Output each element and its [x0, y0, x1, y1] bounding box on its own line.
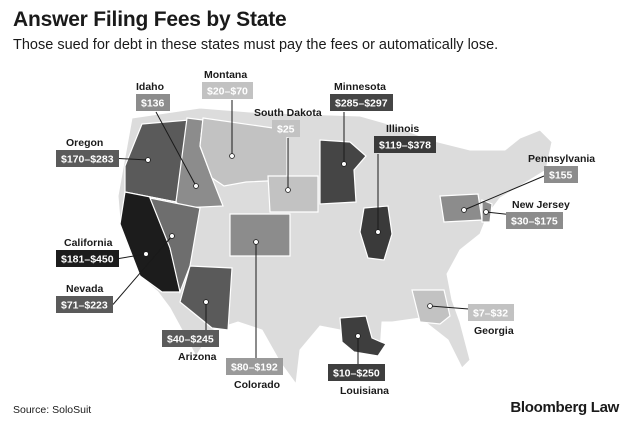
south-dakota-fee-badge	[272, 120, 300, 137]
arizona-fee-badge	[162, 330, 219, 347]
state-montana[interactable]	[199, 117, 288, 187]
montana-marker-dot	[229, 153, 235, 159]
south-dakota-state-label: South Dakota	[254, 107, 322, 119]
montana-state-label: Montana	[204, 69, 247, 81]
montana-fee-badge	[202, 82, 253, 99]
new-jersey-state-label: New Jersey	[512, 199, 570, 211]
new-jersey-fee-badge	[506, 212, 563, 229]
california-fee-badge	[56, 250, 119, 267]
illinois-fee-label: $119–$378	[379, 140, 431, 152]
oregon-leader-line	[118, 158, 149, 161]
montana-fee-label: $20–$70	[207, 86, 248, 98]
pennsylvania-fee-badge	[544, 166, 578, 183]
idaho-marker-dot	[193, 183, 199, 189]
arizona-fee-label: $40–$245	[167, 334, 214, 346]
oregon-state-label: Oregon	[66, 137, 103, 149]
state-pennsylvania[interactable]	[439, 193, 483, 223]
colorado-state-label: Colorado	[234, 379, 280, 391]
colorado-fee-badge	[226, 358, 283, 375]
idaho-fee-label: $136	[141, 98, 165, 110]
pennsylvania-state-label: Pennsylvania	[528, 153, 595, 165]
california-fee-label: $181–$450	[61, 254, 114, 266]
arizona-state-label: Arizona	[178, 351, 217, 363]
georgia-state-label: Georgia	[474, 325, 514, 337]
illinois-fee-badge	[374, 136, 436, 153]
colorado-fee-label: $80–$192	[231, 362, 278, 374]
georgia-marker-dot	[427, 303, 433, 309]
south-dakota-marker-dot	[285, 187, 291, 193]
idaho-leader-line	[155, 111, 197, 187]
illinois-state-label: Illinois	[386, 123, 419, 135]
pennsylvania-leader-line	[463, 175, 545, 211]
georgia-fee-label: $7–$32	[473, 308, 508, 320]
nevada-fee-badge	[56, 296, 113, 313]
pennsylvania-fee-label: $155	[549, 170, 573, 182]
callout-layer: $136 Idaho $20–$70 Montana $25 South Dakota $2…	[56, 69, 595, 397]
nevada-state-label: Nevada	[66, 283, 104, 295]
oregon-marker-dot	[145, 157, 151, 163]
oregon-fee-label: $170–$283	[61, 154, 114, 166]
california-state-label: California	[64, 237, 113, 249]
idaho-state-label: Idaho	[136, 81, 164, 93]
source-note: Source: SoloSuit	[13, 404, 92, 416]
chart-title: Answer Filing Fees by State	[13, 8, 287, 31]
nevada-fee-label: $71–$223	[61, 300, 108, 312]
georgia-fee-badge	[468, 304, 514, 321]
illinois-marker-dot	[375, 229, 381, 235]
colorado-marker-dot	[253, 239, 259, 245]
state-colorado[interactable]	[229, 213, 291, 257]
louisiana-state-label: Louisiana	[340, 385, 389, 397]
new-jersey-marker-dot	[483, 209, 489, 215]
minnesota-marker-dot	[341, 161, 347, 167]
new-jersey-fee-label: $30–$175	[511, 216, 558, 228]
minnesota-fee-label: $285–$297	[335, 98, 388, 110]
brand-logo: Bloomberg Law	[510, 399, 619, 416]
state-arizona[interactable]	[179, 265, 233, 331]
louisiana-fee-badge	[328, 364, 385, 381]
idaho-fee-badge	[136, 94, 170, 111]
arizona-marker-dot	[203, 299, 209, 305]
state-louisiana[interactable]	[339, 315, 387, 357]
minnesota-state-label: Minnesota	[334, 81, 386, 93]
chart-subtitle: Those sued for debt in these states must…	[13, 37, 499, 53]
california-leader-line	[118, 253, 147, 259]
state-minnesota[interactable]	[319, 139, 367, 205]
nevada-leader-line	[112, 235, 173, 305]
minnesota-fee-badge	[330, 94, 393, 111]
pennsylvania-marker-dot	[461, 207, 467, 213]
nevada-marker-dot	[169, 233, 175, 239]
state-nevada[interactable]	[149, 197, 201, 295]
california-marker-dot	[143, 251, 149, 257]
louisiana-fee-label: $10–$250	[333, 368, 380, 380]
south-dakota-fee-label: $25	[277, 124, 295, 136]
state-south-dakota[interactable]	[267, 175, 319, 213]
oregon-fee-badge	[56, 150, 119, 167]
louisiana-marker-dot	[355, 333, 361, 339]
